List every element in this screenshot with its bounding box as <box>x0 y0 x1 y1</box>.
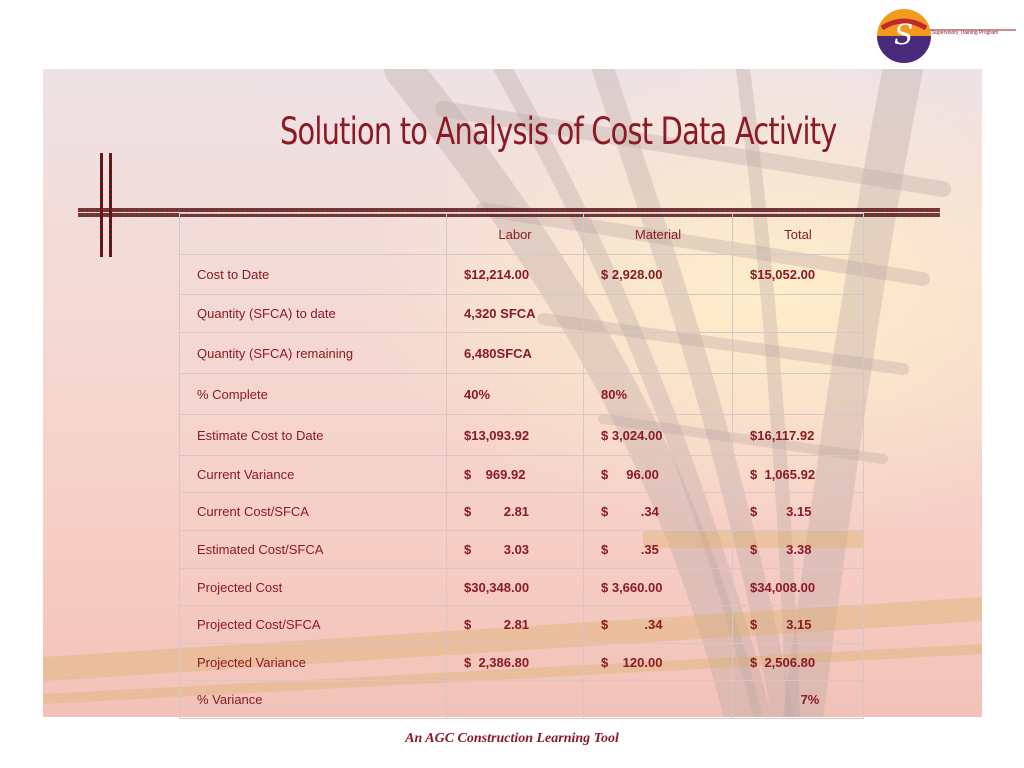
labor-value: $30,348.00 <box>446 568 584 606</box>
row-label: Current Variance <box>179 455 447 493</box>
table-row: Estimate Cost to Date $13,093.92 $ 3,024.0… <box>179 414 864 456</box>
slide-title: Solution to Analysis of Cost Data Activi… <box>280 110 837 153</box>
table-header-row: Labor Material Total <box>179 213 864 255</box>
footer-caption: An AGC Construction Learning Tool <box>405 731 619 746</box>
table-row: Current Variance $ 969.92 $ 96.00 $ 1,065.9… <box>179 455 864 493</box>
table-row: % Variance 7% <box>179 680 864 719</box>
row-label: Quantity (SFCA) to date <box>179 294 447 333</box>
labor-value: $13,093.92 <box>446 414 584 456</box>
svg-text:S: S <box>894 18 913 51</box>
table-row: Cost to Date $12,214.00 $ 2,928.00 $15,052.… <box>179 254 864 295</box>
row-label: Estimated Cost/SFCA <box>179 530 447 569</box>
stp-logo-icon: S <box>877 9 1016 63</box>
labor-value: 40% <box>446 373 584 415</box>
table-row: Estimated Cost/SFCA $ 3.03 $ .35 $ 3.38 <box>179 530 864 569</box>
logo-caption: Supervisory Training Program <box>932 30 999 36</box>
row-label: % Variance <box>179 680 447 719</box>
table-row: % Complete 40% 80% <box>179 373 864 415</box>
total-value <box>732 332 864 374</box>
material-value: $ 96.00 <box>583 455 733 493</box>
column-header-total: Total <box>732 213 864 255</box>
table-row: Projected Variance $ 2,386.80 $ 120.00 $ 2,… <box>179 643 864 681</box>
material-value: $ 3,024.00 <box>583 414 733 456</box>
total-value: $ 3.15 <box>732 605 864 644</box>
material-value: $ 3,660.00 <box>583 568 733 606</box>
vertical-ornament <box>109 153 112 257</box>
total-value: $ 2,506.80 <box>732 643 864 681</box>
material-value <box>583 680 733 719</box>
row-label: Projected Cost/SFCA <box>179 605 447 644</box>
row-label: Cost to Date <box>179 254 447 295</box>
table-row: Quantity (SFCA) to date 4,320 SFCA <box>179 294 864 333</box>
material-value <box>583 332 733 374</box>
total-value: 7% <box>732 680 864 719</box>
total-value: $ 3.38 <box>732 530 864 569</box>
total-value <box>732 294 864 333</box>
cost-analysis-table: Labor Material Total Cost to Date $12,214… <box>179 213 864 719</box>
labor-value: 6,480SFCA <box>446 332 584 374</box>
labor-value: $ 2,386.80 <box>446 643 584 681</box>
table-row: Projected Cost/SFCA $ 2.81 $ .34 $ 3.15 <box>179 605 864 644</box>
column-header-labor: Labor <box>446 213 584 255</box>
total-value <box>732 373 864 415</box>
total-value: $16,117.92 <box>732 414 864 456</box>
column-header-material: Material <box>583 213 733 255</box>
row-label: Projected Cost <box>179 568 447 606</box>
table-row: Projected Cost $30,348.00 $ 3,660.00 $34,00… <box>179 568 864 606</box>
row-label: Projected Variance <box>179 643 447 681</box>
row-label: % Complete <box>179 373 447 415</box>
vertical-ornament <box>100 153 103 257</box>
material-value: $ .34 <box>583 605 733 644</box>
column-header <box>179 213 447 255</box>
material-value: 80% <box>583 373 733 415</box>
labor-value: $ 2.81 <box>446 605 584 644</box>
material-value: $ .34 <box>583 492 733 531</box>
row-label: Current Cost/SFCA <box>179 492 447 531</box>
total-value: $ 3.15 <box>732 492 864 531</box>
material-value: $ 120.00 <box>583 643 733 681</box>
total-value: $34,008.00 <box>732 568 864 606</box>
table-row: Current Cost/SFCA $ 2.81 $ .34 $ 3.15 <box>179 492 864 531</box>
table-row: Quantity (SFCA) remaining 6,480SFCA <box>179 332 864 374</box>
header-divider-highlight <box>78 212 940 213</box>
row-label: Quantity (SFCA) remaining <box>179 332 447 374</box>
total-value: $ 1,065.92 <box>732 455 864 493</box>
labor-value: 4,320 SFCA <box>446 294 584 333</box>
material-value: $ 2,928.00 <box>583 254 733 295</box>
material-value: $ .35 <box>583 530 733 569</box>
row-label: Estimate Cost to Date <box>179 414 447 456</box>
labor-value: $ 969.92 <box>446 455 584 493</box>
labor-value <box>446 680 584 719</box>
labor-value: $12,214.00 <box>446 254 584 295</box>
total-value: $15,052.00 <box>732 254 864 295</box>
material-value <box>583 294 733 333</box>
labor-value: $ 2.81 <box>446 492 584 531</box>
labor-value: $ 3.03 <box>446 530 584 569</box>
